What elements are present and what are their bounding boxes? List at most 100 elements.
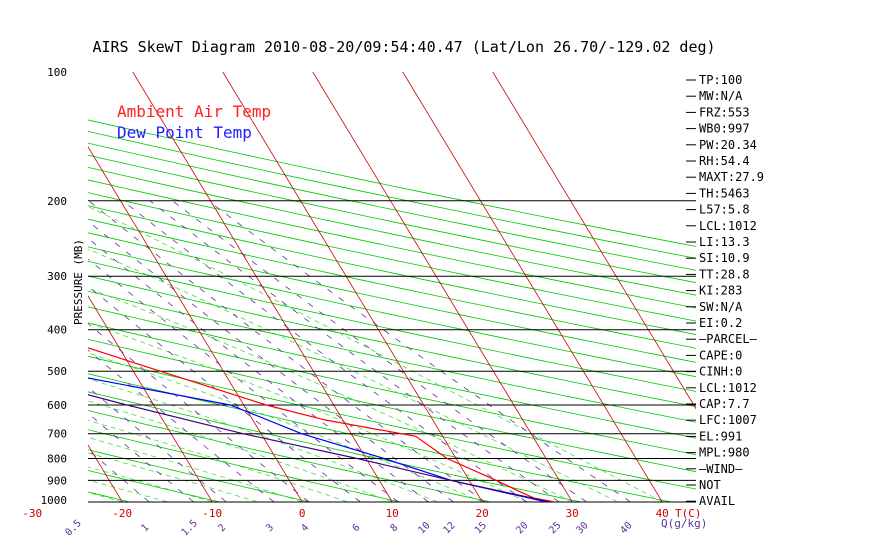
bottom-temp-tick-label: 30 bbox=[566, 507, 579, 520]
isotherm-line bbox=[88, 146, 303, 502]
mixing-ratio-line bbox=[88, 237, 429, 502]
dry-adiabat-line bbox=[88, 373, 671, 502]
dry-adiabat-line bbox=[88, 179, 696, 309]
isotherm-line bbox=[0, 72, 32, 502]
legend-dewpoint: Dew Point Temp bbox=[117, 123, 252, 142]
moist-adiabat-line bbox=[88, 206, 663, 502]
mixing-ratio-tick-label: 0.5 bbox=[63, 518, 84, 539]
mixing-ratio-unit-label: Q(g/kg) bbox=[661, 517, 707, 530]
moist-adiabat-line bbox=[88, 352, 483, 502]
parcel-line bbox=[88, 394, 550, 502]
pressure-tick-label: 300 bbox=[47, 270, 67, 283]
index-item: SW:N/A bbox=[699, 300, 743, 314]
moist-adiabat-line bbox=[88, 248, 618, 502]
mixing-ratio-tick-label: 4 bbox=[299, 522, 311, 534]
profiles bbox=[88, 347, 555, 502]
pressure-tick-label: 600 bbox=[47, 399, 67, 412]
dry-adiabat-line bbox=[88, 260, 696, 392]
mixing-ratio-line bbox=[122, 200, 527, 502]
mixing-ratio-line bbox=[149, 200, 560, 502]
pressure-tick-label: 800 bbox=[47, 453, 67, 466]
index-item: MAXT:27.9 bbox=[699, 170, 764, 184]
index-item: L57:5.8 bbox=[699, 203, 750, 217]
mixing-ratio-tick-label: 8 bbox=[388, 522, 400, 534]
dry-adiabat-line bbox=[88, 218, 696, 349]
index-item: EL:991 bbox=[699, 429, 742, 443]
mixing-ratio-tick-label: 2 bbox=[216, 522, 228, 534]
mixing-ratio-tick-label: 25 bbox=[547, 520, 563, 536]
mixing-ratio-tick-label: 15 bbox=[473, 520, 489, 536]
bottom-temp-tick-label: 10 bbox=[386, 507, 399, 520]
bottom-temp-tick-label: -10 bbox=[202, 507, 222, 520]
mixing-ratio-tick-label: 12 bbox=[441, 520, 457, 536]
isotherm-line bbox=[312, 72, 573, 502]
chart-title: AIRS SkewT Diagram 2010-08-20/09:54:40.4… bbox=[92, 38, 715, 56]
mixing-ratio-tick-label: 20 bbox=[514, 520, 530, 536]
pressure-tick-label: 100 bbox=[47, 66, 67, 79]
index-item: TT:28.8 bbox=[699, 267, 750, 281]
mixing-ratio-line bbox=[88, 349, 275, 502]
index-item: EI:0.2 bbox=[699, 316, 742, 330]
dry-adiabat-line bbox=[88, 470, 220, 502]
mixing-ratio-line bbox=[88, 323, 310, 502]
dry-adiabat-line bbox=[88, 142, 696, 271]
pressure-tick-label: 200 bbox=[47, 195, 67, 208]
dry-adiabat-line bbox=[88, 166, 696, 296]
dry-adiabat-line bbox=[88, 290, 696, 423]
index-item: MPL:980 bbox=[699, 446, 750, 460]
index-item: —WIND— bbox=[699, 462, 743, 476]
dry-adiabat-line bbox=[88, 355, 696, 490]
pressure-tick-label: 700 bbox=[47, 428, 67, 441]
dry-adiabat-line bbox=[88, 338, 696, 473]
mixing-ratio-tick-label: 1.5 bbox=[179, 518, 200, 539]
dry-adiabat-line bbox=[88, 322, 696, 456]
index-item: RH:54.4 bbox=[699, 154, 750, 168]
dry-adiabat-line bbox=[88, 130, 696, 259]
mixing-ratio-line bbox=[88, 220, 454, 502]
ambient-air-temp-line bbox=[88, 347, 555, 502]
index-item: CAP:7.7 bbox=[699, 397, 750, 411]
index-item: NOT bbox=[699, 478, 721, 492]
mixing-ratio-tick-label: 1 bbox=[139, 522, 151, 534]
dry-adiabat-line bbox=[88, 391, 581, 502]
index-item: MW:N/A bbox=[699, 89, 743, 103]
isotherm-line bbox=[88, 295, 213, 502]
index-item: —PARCEL— bbox=[699, 332, 758, 346]
dry-adiabat-line bbox=[0, 72, 38, 502]
index-item: PW:20.34 bbox=[699, 138, 757, 152]
bottom-temp-axis: -50-40-30-20-100102030400.10.20.511.5234… bbox=[22, 507, 707, 539]
y-axis-title: PRESSURE (MB) bbox=[72, 239, 85, 325]
isotherm-line bbox=[492, 72, 696, 410]
dry-adiabat-line bbox=[88, 192, 696, 322]
mixing-ratio-tick-label: 10 bbox=[416, 520, 432, 536]
moist-adiabat-line bbox=[88, 452, 258, 502]
bottom-temp-tick-label: -30 bbox=[22, 507, 42, 520]
bottom-temp-tick-label: -20 bbox=[112, 507, 132, 520]
dry-adiabat-line bbox=[88, 275, 696, 408]
mixing-ratio-line bbox=[208, 200, 631, 502]
mixing-ratio-line bbox=[88, 285, 361, 502]
mixing-ratio-tick-label: 3 bbox=[264, 522, 276, 534]
isotherm-line bbox=[402, 72, 663, 502]
moist-adiabat-line bbox=[88, 466, 213, 502]
dry-adiabat-line bbox=[88, 154, 696, 284]
pressure-tick-label: 1000 bbox=[41, 494, 68, 507]
index-item: AVAIL bbox=[699, 494, 735, 508]
dry-adiabat-line bbox=[88, 119, 696, 247]
pressure-tick-label: 400 bbox=[47, 324, 67, 337]
mixing-ratio-line bbox=[172, 200, 587, 502]
index-item: LCL:1012 bbox=[699, 219, 757, 233]
bottom-temp-tick-label: 20 bbox=[476, 507, 489, 520]
dry-adiabat-line bbox=[88, 449, 310, 502]
index-item: LI:13.3 bbox=[699, 235, 750, 249]
pressure-tick-label: 500 bbox=[47, 365, 67, 378]
pressure-lines bbox=[88, 200, 696, 503]
mixing-ratio-line bbox=[88, 386, 227, 502]
bottom-temp-tick-label: 40 bbox=[656, 507, 669, 520]
legend-ambient: Ambient Air Temp bbox=[117, 102, 271, 121]
dry-adiabat-line bbox=[88, 205, 696, 335]
temp-axis-unit: T(C) bbox=[675, 507, 702, 520]
dry-adiabat-line bbox=[88, 410, 490, 502]
index-item: TP:100 bbox=[699, 73, 742, 87]
mixing-ratio-tick-label: 40 bbox=[618, 520, 634, 536]
